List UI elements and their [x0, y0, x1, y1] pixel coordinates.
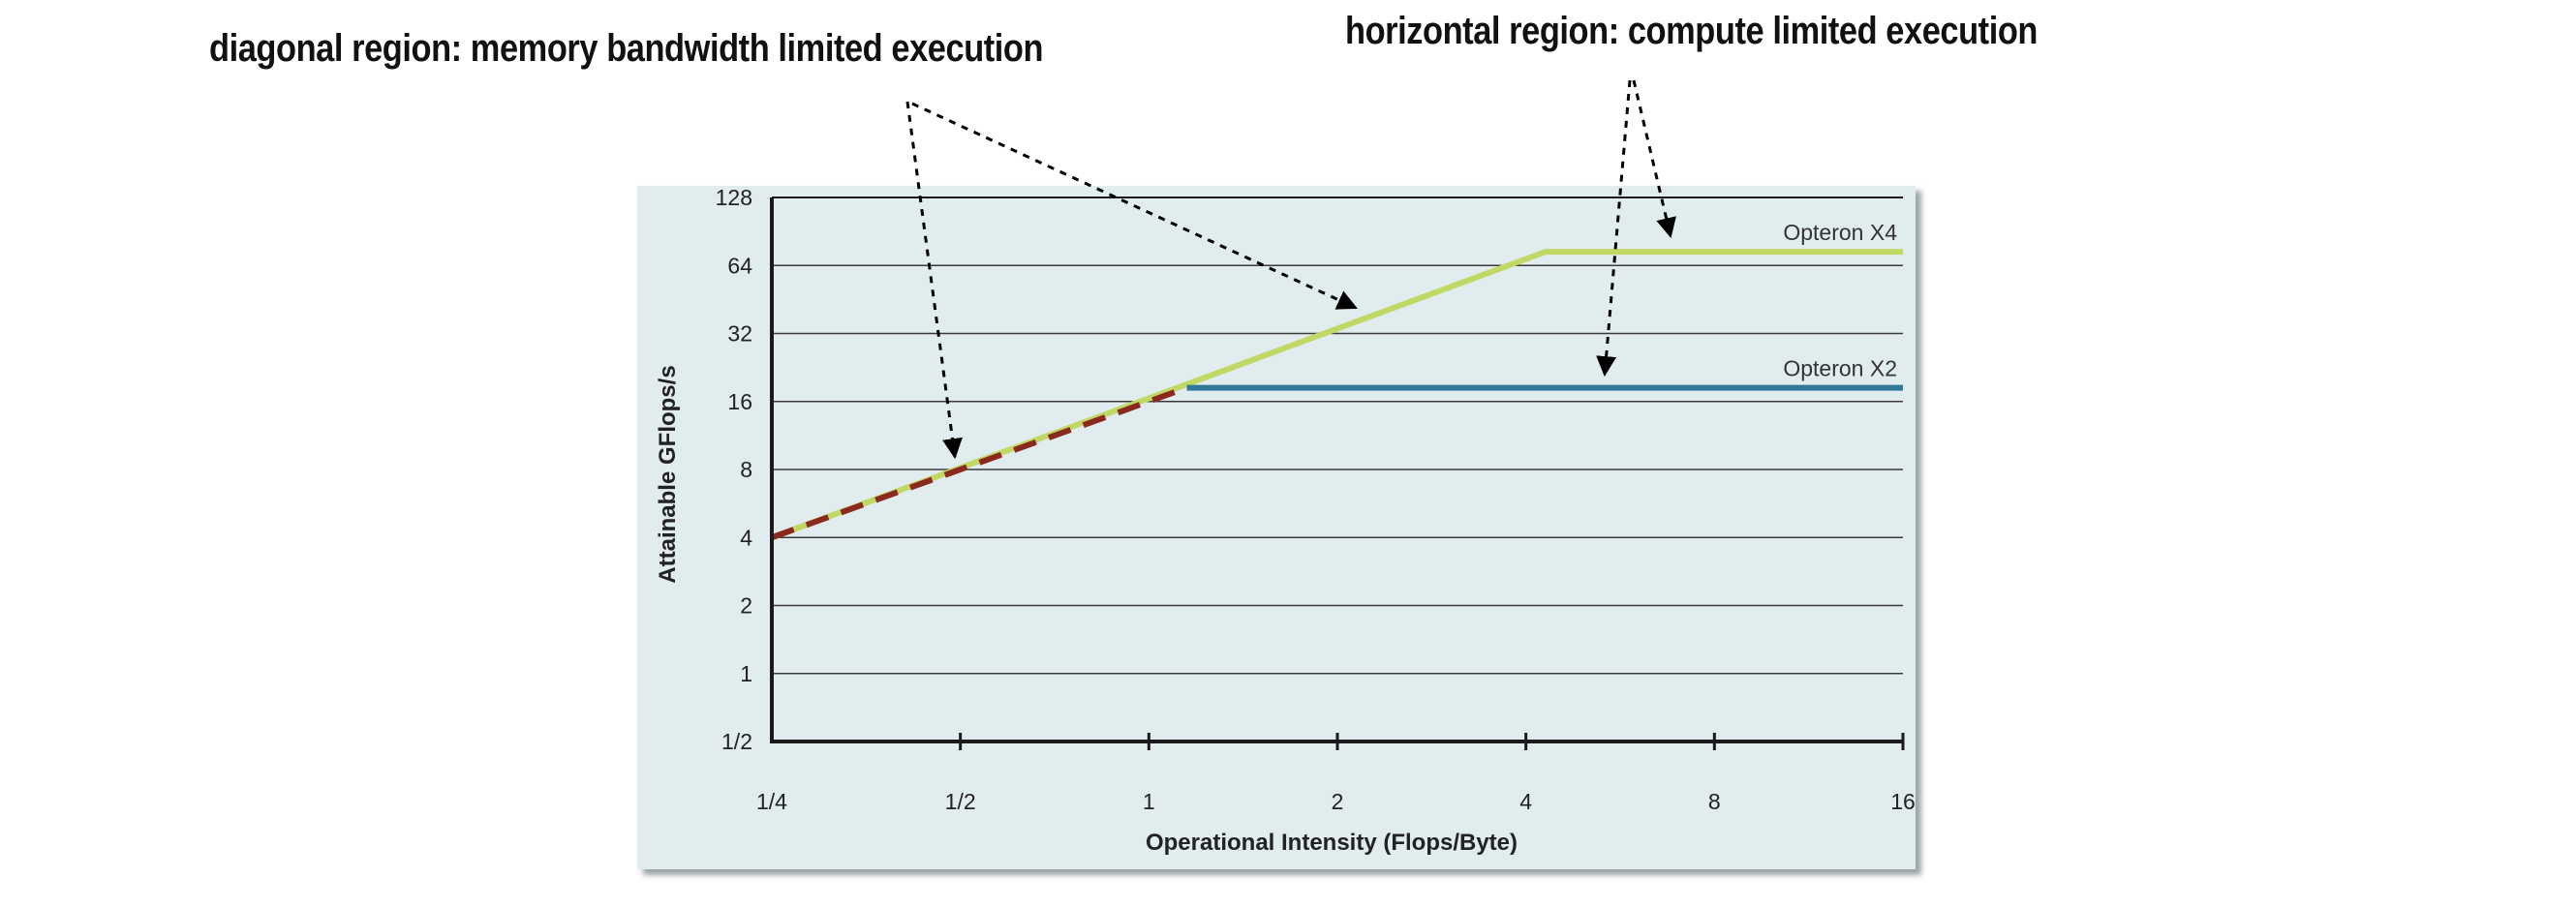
y-tick-label: 2 [740, 593, 752, 619]
y-tick-label: 1 [740, 661, 752, 686]
arrow-to-diagonal-upper [911, 102, 1358, 310]
x-tick-label: 16 [1890, 789, 1916, 814]
y-tick-label: 1/2 [721, 729, 752, 754]
x-tick-label: 1/4 [756, 789, 787, 814]
series-label-opteron-x4: Opteron X4 [1783, 220, 1897, 245]
gridlines [772, 264, 1903, 675]
x-tick-label: 1/2 [945, 789, 976, 814]
y-tick-label: 64 [727, 253, 752, 278]
annotation-horizontal-region: horizontal region: compute limited execu… [1345, 10, 2039, 52]
annotation-diagonal-region: diagonal region: memory bandwidth limite… [209, 27, 1044, 70]
y-axis-title: Attainable GFlops/s [655, 365, 681, 583]
x-axis-title: Operational Intensity (Flops/Byte) [1146, 830, 1518, 856]
annotation-arrows [905, 79, 1676, 460]
arrow-to-diagonal-lower [905, 101, 963, 460]
x-tick-label: 4 [1519, 789, 1532, 814]
arrow-to-x2-plateau [1596, 79, 1632, 378]
y-tick-label: 4 [740, 525, 752, 550]
chart-panel [637, 186, 1916, 869]
tick-labels: 1/2 1 2 4 8 16 32 64 128 1/4 1/2 1 2 4 8 16 [716, 185, 1916, 814]
y-tick-label: 8 [740, 457, 752, 482]
series-label-opteron-x2: Opteron X2 [1783, 356, 1897, 381]
y-tick-label: 16 [727, 389, 752, 414]
x-tick-label: 8 [1708, 789, 1721, 814]
series-layer: Opteron X4 Opteron X2 [770, 220, 1903, 541]
y-tick-label: 32 [727, 321, 752, 347]
x-tick-label: 1 [1143, 789, 1155, 814]
x-tick-label: 2 [1332, 789, 1344, 814]
y-tick-label: 128 [716, 185, 752, 210]
